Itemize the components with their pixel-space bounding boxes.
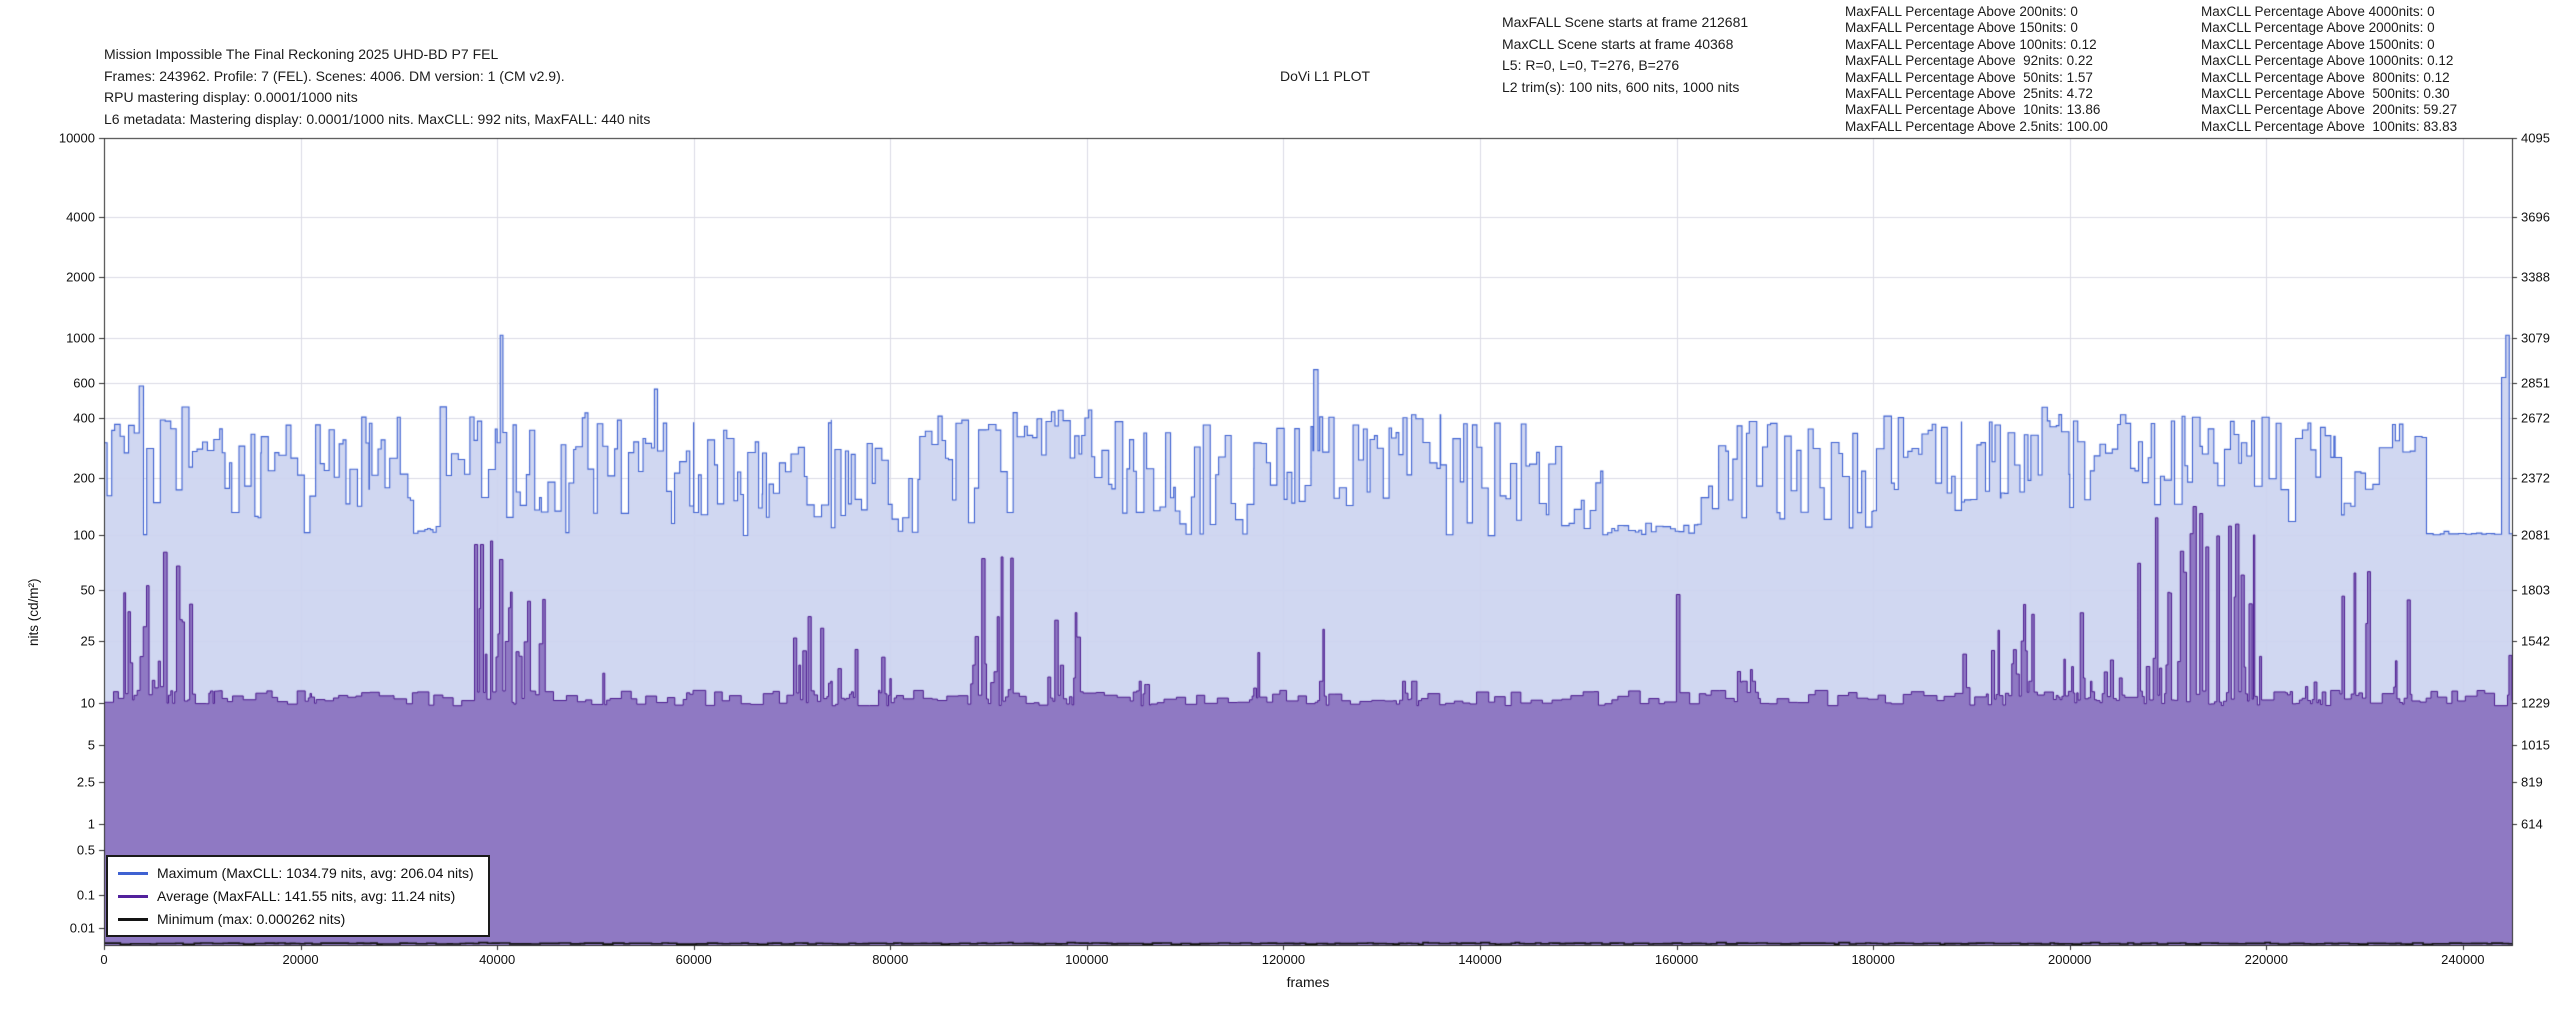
x-axis-tick-label: 160000 xyxy=(1654,952,1699,967)
y-axis-right-tick-label: 3388 xyxy=(2521,269,2550,285)
scene-info-line: MaxFALL Scene starts at frame 212681 xyxy=(1502,14,1749,30)
legend-item: Average (MaxFALL: 141.55 nits, avg: 11.2… xyxy=(118,886,474,906)
y-axis-tick-label: 2000 xyxy=(66,269,95,285)
maxfall-percentage-line: MaxFALL Percentage Above 92nits: 0.22 xyxy=(1845,53,2093,69)
clip-info-line: Mission Impossible The Final Reckoning 2… xyxy=(104,46,499,62)
y-axis-right-tick-label: 4095 xyxy=(2521,130,2550,146)
y-axis-tick-label: 4000 xyxy=(66,209,95,225)
y-axis-right-tick-label: 1015 xyxy=(2521,737,2550,753)
maxcll-percentage-line: MaxCLL Percentage Above 500nits: 0.30 xyxy=(2201,86,2450,102)
clip-info-line: L6 metadata: Mastering display: 0.0001/1… xyxy=(104,110,651,127)
maxfall-percentage-line: MaxFALL Percentage Above 100nits: 0.12 xyxy=(1845,36,2097,52)
maxfall-percentage-line: MaxFALL Percentage Above 2.5nits: 100.00 xyxy=(1845,118,2108,134)
legend-line-swatch xyxy=(118,871,148,875)
maxcll-percentage-line: MaxCLL Percentage Above 4000nits: 0 xyxy=(2201,4,2435,19)
y-axis-tick-label: 0.1 xyxy=(76,887,95,903)
maxfall-percentages: MaxFALL Percentage Above 200nits: 0 MaxFA… xyxy=(1845,4,2108,135)
y-axis-right-tick-label: 2672 xyxy=(2521,410,2550,426)
legend-line-swatch xyxy=(118,917,148,921)
y-axis-tick-label: 1000 xyxy=(66,330,95,346)
legend-item: Maximum (MaxCLL: 1034.79 nits, avg: 206.… xyxy=(118,863,474,883)
y-axis-tick-label: 1 xyxy=(87,816,95,832)
legend-label: Maximum (MaxCLL: 1034.79 nits, avg: 206.… xyxy=(157,865,474,881)
y-axis-tick-label: 10 xyxy=(80,695,95,711)
scene-info-line: L2 trim(s): 100 nits, 600 nits, 1000 nit… xyxy=(1502,78,1740,95)
y-axis-tick-label: 25 xyxy=(80,633,95,649)
legend-line-swatch xyxy=(118,894,148,898)
maxcll-percentage-line: MaxCLL Percentage Above 200nits: 59.27 xyxy=(2201,102,2458,118)
y-axis-tick-label: 0.5 xyxy=(76,842,95,858)
x-axis-tick-label: 140000 xyxy=(1458,952,1502,967)
x-axis-tick-label: 80000 xyxy=(872,952,909,967)
maxfall-percentage-line: MaxFALL Percentage Above 200nits: 0 xyxy=(1845,4,2078,19)
y-axis-tick-label: 0.01 xyxy=(69,920,95,936)
x-axis-tick-label: 240000 xyxy=(2441,952,2485,967)
y-axis-right-tick-label: 1542 xyxy=(2521,633,2550,649)
y-axis-right-tick-label: 2851 xyxy=(2521,375,2550,391)
maxfall-percentage-line: MaxFALL Percentage Above 10nits: 13.86 xyxy=(1845,102,2101,118)
y-axis-tick-label: 5 xyxy=(87,737,95,753)
y-axis-tick-label: 400 xyxy=(73,410,95,426)
y-axis-right-tick-label: 1229 xyxy=(2521,695,2550,711)
y-axis-tick-label: 600 xyxy=(73,375,95,391)
y-axis-right-tick-label: 2372 xyxy=(2521,470,2550,486)
legend-label: Average (MaxFALL: 141.55 nits, avg: 11.2… xyxy=(157,888,456,904)
y-axis-tick-label: 2.5 xyxy=(76,774,95,790)
maxcll-percentage-line: MaxCLL Percentage Above 1000nits: 0.12 xyxy=(2201,53,2454,69)
maxcll-percentage-line: MaxCLL Percentage Above 100nits: 83.83 xyxy=(2201,118,2458,134)
maxfall-percentage-line: MaxFALL Percentage Above 50nits: 1.57 xyxy=(1845,69,2093,85)
maxcll-percentage-line: MaxCLL Percentage Above 1500nits: 0 xyxy=(2201,36,2435,52)
y-axis-tick-label: 200 xyxy=(73,470,95,486)
maxfall-percentage-line: MaxFALL Percentage Above 25nits: 4.72 xyxy=(1845,86,2093,102)
x-axis-tick-label: 100000 xyxy=(1065,952,1109,967)
maxcll-percentages: MaxCLL Percentage Above 4000nits: 0 MaxCL… xyxy=(2201,4,2457,135)
x-axis-tick-label: 200000 xyxy=(2048,952,2092,967)
y-axis-tick-label: 100 xyxy=(73,527,95,543)
maxfall-percentage-line: MaxFALL Percentage Above 150nits: 0 xyxy=(1845,20,2078,36)
x-axis-tick-label: 20000 xyxy=(282,952,319,967)
x-axis-label: frames xyxy=(1286,974,1330,990)
x-axis-tick-label: 120000 xyxy=(1261,952,1306,967)
clip-info-line: Frames: 243962. Profile: 7 (FEL). Scenes… xyxy=(104,67,565,84)
scene-info-line: MaxCLL Scene starts at frame 40368 xyxy=(1502,35,1734,52)
scene-info-block: MaxFALL Scene starts at frame 212681 MaxC… xyxy=(1502,12,1748,98)
clip-info-block: Mission Impossible The Final Reckoning 2… xyxy=(104,44,650,130)
y-axis-tick-label: 10000 xyxy=(58,130,95,146)
maxcll-percentage-line: MaxCLL Percentage Above 2000nits: 0 xyxy=(2201,20,2435,36)
legend-label: Minimum (max: 0.000262 nits) xyxy=(157,911,346,927)
legend-item: Minimum (max: 0.000262 nits) xyxy=(118,909,474,929)
y-axis-right-tick-label: 3079 xyxy=(2521,330,2550,346)
clip-info-line: RPU mastering display: 0.0001/1000 nits xyxy=(104,89,358,106)
scene-info-line: L5: R=0, L=0, T=276, B=276 xyxy=(1502,57,1680,74)
legend: Maximum (MaxCLL: 1034.79 nits, avg: 206.… xyxy=(106,855,490,937)
y-axis-right-tick-label: 1803 xyxy=(2521,582,2550,598)
y-axis-right-tick-label: 614 xyxy=(2521,816,2543,832)
x-axis-tick-label: 0 xyxy=(100,952,108,967)
x-axis-tick-label: 40000 xyxy=(479,952,516,967)
maxcll-percentage-line: MaxCLL Percentage Above 800nits: 0.12 xyxy=(2201,69,2450,85)
y-axis-right-tick-label: 2081 xyxy=(2521,527,2550,543)
x-axis-tick-label: 220000 xyxy=(2244,952,2288,967)
x-axis-tick-label: 60000 xyxy=(675,952,712,967)
y-axis-tick-label: 50 xyxy=(80,582,95,598)
plot-title: DoVi L1 PLOT xyxy=(1280,68,1371,84)
y-axis-right-tick-label: 819 xyxy=(2521,774,2543,790)
y-axis-right-tick-label: 3696 xyxy=(2521,209,2550,225)
x-axis-tick-label: 180000 xyxy=(1851,952,1895,967)
